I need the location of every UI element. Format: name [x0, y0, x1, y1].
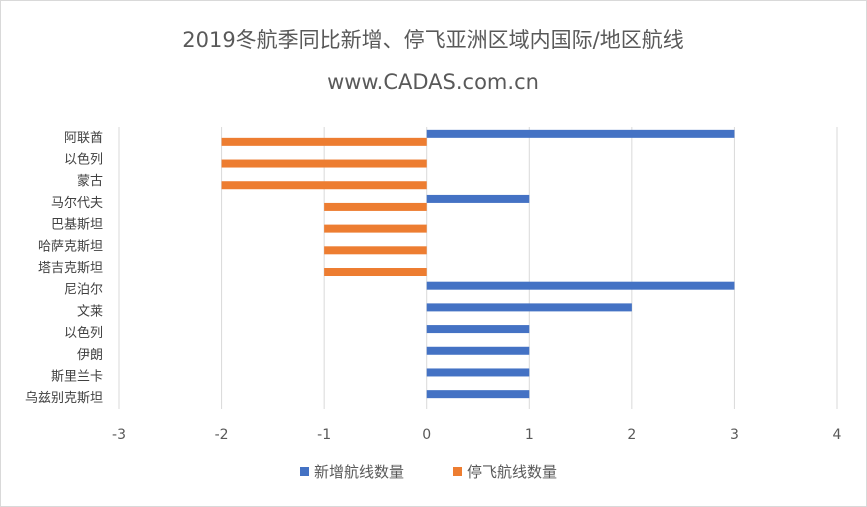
x-axis-tick-labels: -3 -2 -1 0 1 2 3 4	[112, 427, 842, 443]
bar-suspended-routes	[221, 159, 427, 168]
bars	[221, 129, 735, 399]
bar-new-routes	[426, 194, 530, 203]
bar-suspended-routes	[324, 202, 427, 211]
category-label: 塔吉克斯坦	[38, 261, 103, 276]
category-labels: 阿联酋以色列蒙古马尔代夫巴基斯坦哈萨克斯坦塔吉克斯坦尼泊尔文莱以色列伊朗斯里兰卡…	[25, 130, 103, 406]
chart-title: 2019冬航季同比新增、停飞亚洲区域内国际/地区航线	[182, 28, 684, 52]
legend-swatch-suspended-routes	[453, 467, 462, 476]
category-label: 以色列	[64, 325, 103, 341]
category-label: 伊朗	[77, 348, 103, 363]
category-label: 尼泊尔	[64, 283, 103, 298]
bar-suspended-routes	[221, 181, 427, 190]
x-tick-label: 1	[525, 427, 534, 443]
category-label: 斯里兰卡	[51, 369, 103, 384]
legend-label-new-routes: 新增航线数量	[314, 463, 404, 481]
chart-subtitle: www.CADAS.com.cn	[327, 70, 539, 94]
x-tick-label: 2	[627, 427, 636, 443]
category-label: 阿联酋	[64, 130, 103, 146]
bar-new-routes	[426, 368, 530, 377]
bar-suspended-routes	[324, 268, 427, 276]
bar-new-routes	[426, 281, 735, 290]
legend-swatch-new-routes	[300, 467, 309, 476]
bar-new-routes	[426, 129, 735, 138]
bar-new-routes	[426, 325, 530, 334]
bar-suspended-routes	[324, 224, 427, 233]
category-label: 文莱	[77, 304, 103, 319]
category-label: 哈萨克斯坦	[38, 239, 103, 254]
category-label: 蒙古	[77, 174, 103, 189]
x-tick-label: 3	[730, 427, 739, 443]
x-tick-label: -3	[112, 427, 126, 443]
x-tick-label: 4	[833, 427, 842, 443]
legend: 新增航线数量 停飞航线数量	[300, 463, 557, 481]
x-tick-label: 0	[422, 427, 431, 443]
category-label: 以色列	[64, 152, 103, 168]
bar-new-routes	[426, 346, 530, 355]
x-tick-label: -1	[317, 427, 331, 443]
bar-suspended-routes	[221, 137, 427, 146]
category-label: 马尔代夫	[51, 196, 103, 211]
bar-suspended-routes	[324, 246, 427, 255]
bar-new-routes	[426, 390, 530, 399]
grid-lines	[118, 127, 838, 409]
legend-label-suspended-routes: 停飞航线数量	[467, 463, 557, 481]
bar-new-routes	[426, 303, 632, 312]
category-label: 乌兹别克斯坦	[25, 390, 103, 406]
x-tick-label: -2	[215, 427, 229, 443]
category-label: 巴基斯坦	[51, 218, 103, 233]
